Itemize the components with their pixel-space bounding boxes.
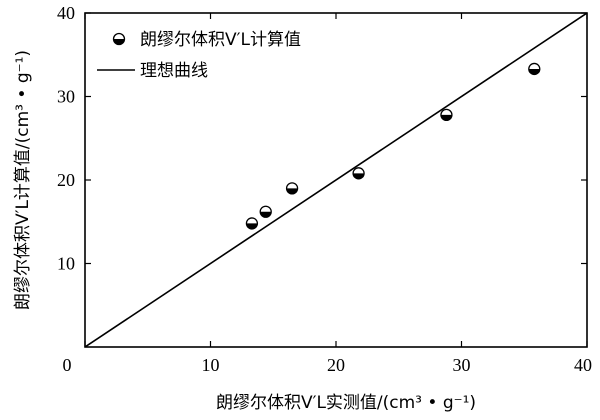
axis-ticks: 0 10 20 30 40 10 20 30 40 xyxy=(57,3,592,375)
x-tick-label: 0 xyxy=(63,355,72,375)
legend-marker-computed-fill xyxy=(113,39,125,45)
data-point xyxy=(259,205,272,218)
y-tick-label: 30 xyxy=(57,87,75,107)
data-point-fill xyxy=(260,211,272,218)
data-marks xyxy=(85,13,587,347)
y-tick-label: 40 xyxy=(57,3,75,23)
x-tick-label: 40 xyxy=(574,355,592,375)
y-tick-label: 20 xyxy=(57,170,75,190)
data-point-fill xyxy=(353,173,365,179)
data-point xyxy=(352,167,365,180)
data-point-fill xyxy=(440,114,452,121)
x-tick-label: 30 xyxy=(453,355,471,375)
data-point-fill xyxy=(528,68,540,75)
ideal-line xyxy=(85,13,587,347)
legend-label-ideal: 理想曲线 xyxy=(140,61,208,81)
x-tick-label: 10 xyxy=(202,355,220,375)
x-tick-label: 20 xyxy=(327,355,345,375)
axis-titles: 朗缪尔体积V′L实测值/(cm³ • g⁻¹) 朗缪尔体积V′L计算值/(cm³ … xyxy=(13,50,476,413)
data-point xyxy=(285,182,299,195)
x-axis-title: 朗缪尔体积V′L实测值/(cm³ • g⁻¹) xyxy=(216,393,476,413)
data-point-fill xyxy=(286,188,298,194)
data-point xyxy=(440,108,453,122)
legend-marker-computed xyxy=(112,32,126,46)
data-point xyxy=(245,217,259,230)
data-point xyxy=(528,62,541,76)
y-axis-title: 朗缪尔体积V′L计算值/(cm³ • g⁻¹) xyxy=(13,50,33,310)
y-tick-label: 10 xyxy=(57,254,75,274)
legend-label-computed: 朗缪尔体积V′L计算值 xyxy=(140,30,301,50)
data-point-fill xyxy=(246,223,258,229)
